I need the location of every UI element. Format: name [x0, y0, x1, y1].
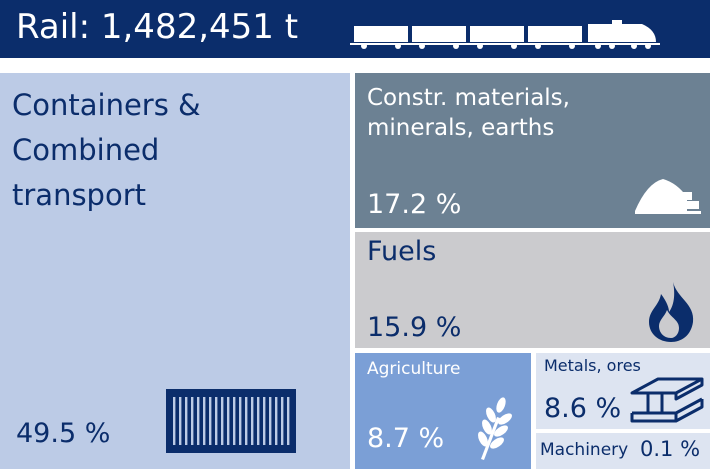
container-rib [257, 397, 260, 445]
tile-machinery-label: Machinery [540, 440, 629, 460]
container-rib [227, 397, 230, 445]
container-rib [215, 397, 218, 445]
tile-construction-value: 17.2 % [367, 189, 462, 220]
tile-fuels-label: Fuels [367, 236, 437, 267]
container-rib [239, 397, 242, 445]
tile-machinery-value: 0.1 % [640, 437, 701, 461]
tile-metals-label: Metals, ores [544, 356, 641, 375]
tile-containers-value: 49.5 % [16, 418, 111, 449]
tile-metals-value: 8.6 % [544, 393, 622, 424]
freight-train-icon [350, 20, 660, 49]
tile-construction-label: Constr. materials, minerals, earths [367, 85, 570, 141]
container-rib [233, 397, 236, 445]
tile-metals: Metals, ores 8.6 % [536, 353, 710, 429]
tile-fuels-value: 15.9 % [367, 312, 462, 343]
tile-agriculture-label: Agriculture [367, 359, 461, 379]
tile-construction: Constr. materials, minerals, earths 17.2… [355, 73, 710, 228]
tile-fuels: Fuels 15.9 % [355, 232, 710, 348]
flame-icon [649, 282, 694, 342]
tile-agriculture-value: 8.7 % [367, 423, 445, 454]
container-rib [251, 397, 254, 445]
shipping-container-icon [166, 389, 296, 453]
container-rib [221, 397, 224, 445]
container-rib [173, 397, 176, 445]
gravel-pile-bricks-icon [635, 179, 701, 214]
container-rib [203, 397, 206, 445]
container-rib [197, 397, 200, 445]
container-rib [263, 397, 266, 445]
tile-machinery: Machinery 0.1 % [536, 433, 710, 469]
container-rib [269, 397, 272, 445]
chart-title: Rail: 1,482,451 t [16, 7, 299, 47]
container-rib [185, 397, 188, 445]
container-rib [281, 397, 284, 445]
steel-beam-icon [630, 377, 704, 423]
container-rib [191, 397, 194, 445]
container-rib [275, 397, 278, 445]
tile-agriculture: Agriculture 8.7 % [355, 353, 531, 469]
container-rib [179, 397, 182, 445]
container-rib [245, 397, 248, 445]
wheat-icon [478, 397, 512, 460]
container-rib [287, 397, 290, 445]
tile-containers-label: Containers & Combined transport [12, 88, 201, 212]
container-rib [209, 397, 212, 445]
header-bar: Rail: 1,482,451 t [0, 0, 710, 58]
tile-containers: Containers & Combined transport 49.5 % [0, 73, 350, 469]
